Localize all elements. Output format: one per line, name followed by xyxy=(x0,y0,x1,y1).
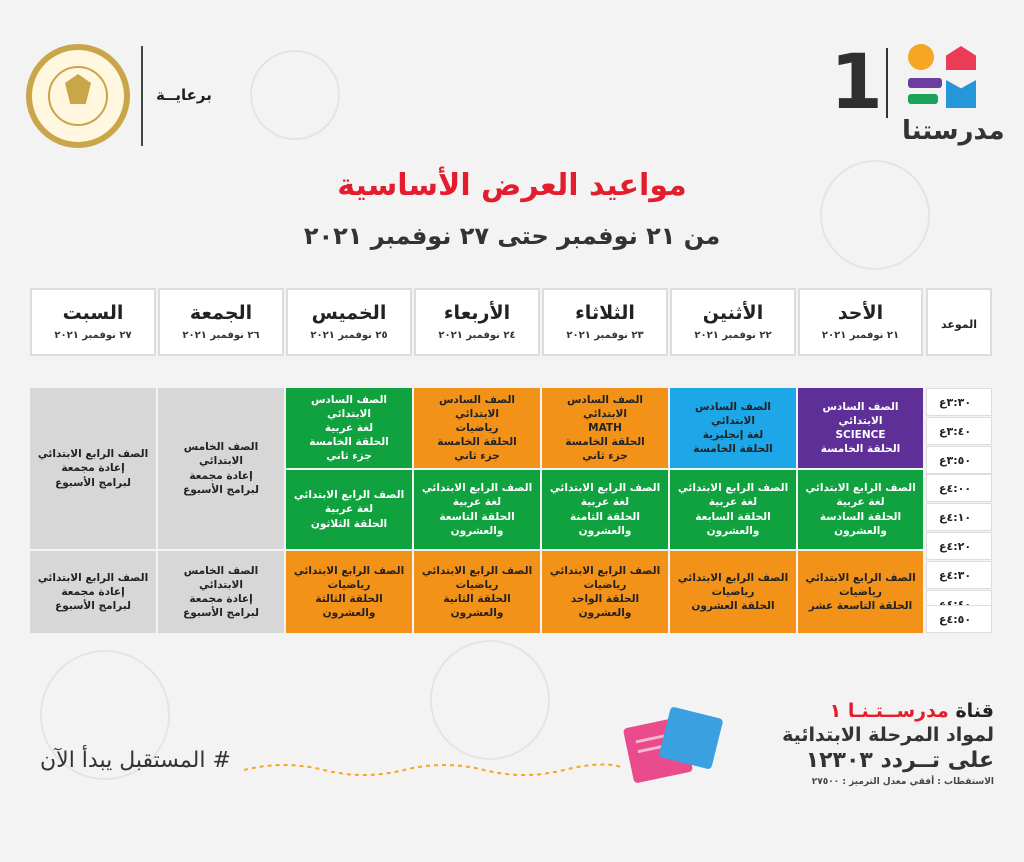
day-date: ٢٢ نوفمبر ٢٠٢١ xyxy=(694,330,772,341)
day-header-sunday: الأحد ٢١ نوفمبر ٢٠٢١ xyxy=(798,288,923,356)
background-doodle xyxy=(40,650,170,780)
sponsor-divider xyxy=(141,46,143,146)
cell-text: الصف الرابع الابتدائي رياضيات الحلقة الث… xyxy=(293,564,405,620)
schedule-cell: الصف الخامس الابتدائي إعادة مجمعة لبرامج… xyxy=(158,388,284,549)
cell-text: الصف الرابع الابتدائي لغة عربية الحلقة ا… xyxy=(421,482,533,537)
madrasatna-logo: 1 مدرستنا xyxy=(830,37,1005,152)
logo-bar-shape xyxy=(908,78,942,88)
day-header-wednesday: الأربعاء ٢٤ نوفمبر ٢٠٢١ xyxy=(414,288,540,356)
background-doodle xyxy=(820,160,930,270)
day-name: الأثنين xyxy=(702,302,764,324)
day-header-monday: الأثنين ٢٢ نوفمبر ٢٠٢١ xyxy=(670,288,796,356)
cell-text: الصف الخامس الابتدائي إعادة مجمعة لبرامج… xyxy=(183,441,259,496)
time-column-header: الموعد xyxy=(926,288,992,356)
logo-circle-shape xyxy=(908,44,934,70)
schedule-cell: الصف السادس الابتدائي لغة عربية الحلقة ا… xyxy=(286,388,412,468)
cell-text: الصف الرابع الابتدائي رياضيات الحلقة الث… xyxy=(421,564,533,620)
day-name: الأحد xyxy=(837,302,884,324)
channel-frequency: على تــردد ١٢٣٠٣ xyxy=(805,748,994,773)
cell-text: الصف الرابع الابتدائي لغة عربية الحلقة ا… xyxy=(805,482,916,537)
cell-text: الصف الرابع الابتدائي رياضيات الحلقة الع… xyxy=(677,571,789,613)
day-header-friday: الجمعة ٢٦ نوفمبر ٢٠٢١ xyxy=(158,288,284,356)
logo-bar-shape xyxy=(908,94,938,104)
page-title: مواعيد العرض الأساسية xyxy=(337,168,687,203)
time-slot: ٣:٣٠ع xyxy=(926,388,992,416)
schedule-cell: الصف الرابع الابتدائي رياضيات الحلقة الع… xyxy=(670,551,796,633)
cell-text: الصف الرابع الابتدائي إعادة مجمعة لبرامج… xyxy=(37,571,149,613)
schedule-cell: الصف السادس الابتدائي لغة إنجليزية الحلق… xyxy=(670,388,796,468)
cell-text: الصف السادس الابتدائي رياضيات الحلقة الخ… xyxy=(437,393,517,463)
time-slot: ٤:٠٠ع xyxy=(926,474,992,502)
channel-name: مدرســتـنـا ١ xyxy=(829,700,949,722)
logo-divider xyxy=(886,48,888,118)
reception-info: الاستقطاب : أفقي معدل الترميز : ٢٧٥٠٠ xyxy=(811,777,994,787)
time-slot: ٤:٥٠ع xyxy=(926,605,992,633)
hashtag-slogan: # المستقبل يبدأ الآن xyxy=(40,748,231,773)
channel-number: 1 xyxy=(830,37,883,126)
schedule-cell: الصف السادس الابتدائي رياضيات الحلقة الخ… xyxy=(414,388,540,468)
page-subtitle: من ٢١ نوفمبر حتى ٢٧ نوفمبر ٢٠٢١ xyxy=(303,222,721,250)
day-header-saturday: السبت ٢٧ نوفمبر ٢٠٢١ xyxy=(30,288,156,356)
day-header-thursday: الخميس ٢٥ نوفمبر ٢٠٢١ xyxy=(286,288,412,356)
time-slot: ٣:٤٠ع xyxy=(926,417,992,445)
cell-text: الصف السادس الابتدائي MATH الحلقة الخامس… xyxy=(565,393,645,463)
cell-text: الصف السادس الابتدائي لغة عربية الحلقة ا… xyxy=(309,393,389,463)
schedule-cell: الصف الرابع الابتدائي إعادة مجمعة لبرامج… xyxy=(30,388,156,549)
sponsor-label: برعايــة xyxy=(156,86,212,104)
cell-text: الصف الخامس الابتدائي إعادة مجمعة لبرامج… xyxy=(183,564,259,620)
channel-info: قناة مدرســتـنـا ١ لمواد المرحلة الابتدا… xyxy=(754,700,994,787)
schedule-cell: الصف الرابع الابتدائي لغة عربية الحلقة ا… xyxy=(286,470,412,549)
cell-text: الصف الرابع الابتدائي لغة عربية الحلقة ا… xyxy=(677,482,789,537)
background-doodle xyxy=(250,50,340,140)
dotted-wave-decoration xyxy=(244,763,624,776)
channel-description: لمواد المرحلة الابتدائية xyxy=(782,724,994,746)
day-date: ٢٧ نوفمبر ٢٠٢١ xyxy=(54,330,132,341)
schedule-cell: الصف الرابع الابتدائي رياضيات الحلقة الت… xyxy=(798,551,923,633)
day-date: ٢٥ نوفمبر ٢٠٢١ xyxy=(310,330,388,341)
schedule-cell: الصف الرابع الابتدائي رياضيات الحلقة الو… xyxy=(542,551,668,633)
background-doodle xyxy=(430,640,550,760)
day-name: الجمعة xyxy=(189,302,253,324)
channel-title: قناة مدرســتـنـا ١ xyxy=(754,700,994,722)
logo-text: مدرستنا xyxy=(902,116,1005,146)
cell-text: الصف الرابع الابتدائي إعادة مجمعة لبرامج… xyxy=(37,448,149,489)
day-name: الأربعاء xyxy=(443,302,511,324)
channel-prefix: قناة xyxy=(955,700,994,722)
schedule-cell: الصف السادس الابتدائي SCIENCE الحلقة الخ… xyxy=(798,388,923,468)
day-date: ٢٤ نوفمبر ٢٠٢١ xyxy=(438,330,516,341)
day-header-tuesday: الثلاثاء ٢٣ نوفمبر ٢٠٢١ xyxy=(542,288,668,356)
day-name: الثلاثاء xyxy=(575,302,635,324)
day-name: الخميس xyxy=(311,302,387,324)
day-name: السبت xyxy=(62,302,124,324)
cell-text: الصف الرابع الابتدائي رياضيات الحلقة الت… xyxy=(805,571,916,613)
schedule-cell: الصف الرابع الابتدائي لغة عربية الحلقة ا… xyxy=(414,470,540,549)
schedule-cell: الصف الرابع الابتدائي إعادة مجمعة لبرامج… xyxy=(30,551,156,633)
logo-house-shape xyxy=(946,46,976,70)
time-slot: ٤:٣٠ع xyxy=(926,561,992,589)
time-slot: ٤:١٠ع xyxy=(926,503,992,531)
time-slot: ٣:٥٠ع xyxy=(926,446,992,474)
cell-text: الصف الرابع الابتدائي لغة عربية الحلقة ا… xyxy=(549,482,661,537)
schedule-cell: الصف الخامس الابتدائي إعادة مجمعة لبرامج… xyxy=(158,551,284,633)
schedule-cell: الصف الرابع الابتدائي لغة عربية الحلقة ا… xyxy=(670,470,796,549)
schedule-cell: الصف الرابع الابتدائي رياضيات الحلقة الث… xyxy=(286,551,412,633)
schedule-cell: الصف السادس الابتدائي MATH الحلقة الخامس… xyxy=(542,388,668,468)
logo-book-shape xyxy=(946,80,976,108)
cell-text: الصف الرابع الابتدائي رياضيات الحلقة الو… xyxy=(549,564,661,620)
day-date: ٢٦ نوفمبر ٢٠٢١ xyxy=(182,330,260,341)
day-date: ٢١ نوفمبر ٢٠٢١ xyxy=(821,330,900,341)
cell-text: الصف الرابع الابتدائي لغة عربية الحلقة ا… xyxy=(293,489,405,530)
time-slot: ٤:٢٠ع xyxy=(926,532,992,560)
seal-inner-ring xyxy=(48,66,108,126)
cell-text: الصف السادس الابتدائي SCIENCE الحلقة الخ… xyxy=(820,400,901,456)
cell-text: الصف السادس الابتدائي لغة إنجليزية الحلق… xyxy=(693,400,773,456)
ministry-seal xyxy=(26,44,130,148)
schedule-cell: الصف الرابع الابتدائي رياضيات الحلقة الث… xyxy=(414,551,540,633)
day-date: ٢٣ نوفمبر ٢٠٢١ xyxy=(566,330,644,341)
schedule-cell: الصف الرابع الابتدائي لغة عربية الحلقة ا… xyxy=(798,470,923,549)
schedule-cell: الصف الرابع الابتدائي لغة عربية الحلقة ا… xyxy=(542,470,668,549)
